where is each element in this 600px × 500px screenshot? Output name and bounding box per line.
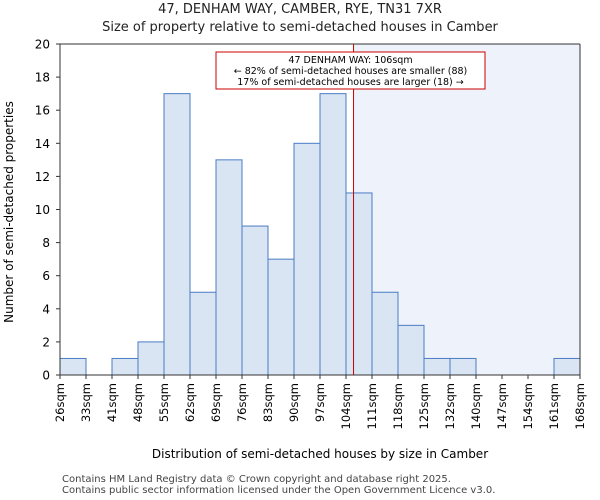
x-tick-label: 104sqm [339,383,353,429]
annotation-smaller: ← 82% of semi-detached houses are smalle… [234,66,468,77]
bar-90sqm [293,142,321,376]
y-tick-label: 12 [35,170,50,184]
bar-62sqm [189,291,217,376]
y-tick-label: 6 [42,269,50,283]
bar-118sqm [397,324,425,376]
x-tick-label: 154sqm [521,383,535,429]
bar-48sqm [137,341,165,376]
footer-copyright: Contains HM Land Registry data © Crown c… [62,474,451,485]
x-axis-label: Distribution of semi-detached houses by … [152,447,488,461]
y-tick-label: 16 [35,104,50,118]
x-tick-label: 132sqm [443,383,457,429]
x-tick-label: 97sqm [313,383,327,422]
annotation-larger: 17% of semi-detached houses are larger (… [237,77,464,88]
bar-55sqm [163,93,191,376]
y-tick-label: 2 [42,335,50,349]
x-tick-label: 48sqm [131,383,145,422]
x-tick-label: 69sqm [209,383,223,422]
bar-104sqm [345,192,373,376]
y-tick-label: 10 [35,203,50,217]
y-tick-label: 8 [42,236,50,250]
bar-132sqm [449,357,477,376]
x-tick-label: 41sqm [105,383,119,422]
chart-subtitle: Size of property relative to semi-detach… [102,20,498,35]
x-tick-label: 62sqm [183,383,197,422]
histogram-chart: 0 2 4 6 8 10 12 14 16 18 20 26sqm 33sqm 41sqm 48sqm 55… [2,38,587,462]
x-tick-label: 161sqm [547,383,561,429]
bar-83sqm [267,258,295,376]
bar-125sqm [423,357,451,376]
x-tick-label: 55sqm [157,383,171,422]
y-axis-label: Number of semi-detached properties [2,101,16,323]
x-tick-label: 118sqm [391,383,405,429]
x-tick-label: 147sqm [495,383,509,429]
x-tick-label: 125sqm [417,383,431,429]
x-tick-label: 83sqm [261,383,275,422]
annotation-title: 47 DENHAM WAY: 106sqm [288,55,412,66]
bar-69sqm [215,159,243,376]
bar-161sqm [553,357,581,376]
x-tick-label: 140sqm [469,383,483,429]
footer-licence: Contains public sector information licen… [62,485,496,496]
y-tick-label: 0 [42,369,50,383]
x-tick-label: 111sqm [365,383,379,429]
x-tick-label: 26sqm [53,383,67,422]
chart-title: 47, DENHAM WAY, CAMBER, RYE, TN31 7XR [158,2,442,17]
bar-76sqm [241,225,269,376]
x-tick-label: 33sqm [79,383,93,422]
bar-41sqm [111,357,139,376]
y-tick-label: 18 [35,71,50,85]
y-tick-label: 14 [35,137,50,151]
bar-26sqm [59,357,87,376]
bar-97sqm [319,93,347,376]
x-tick-label: 90sqm [287,383,301,422]
x-tick-label: 76sqm [235,383,249,422]
y-tick-label: 4 [42,302,50,316]
bar-111sqm [371,291,399,376]
y-tick-label: 20 [35,38,50,52]
x-tick-label: 168sqm [573,383,587,429]
annotation-box [215,51,486,90]
